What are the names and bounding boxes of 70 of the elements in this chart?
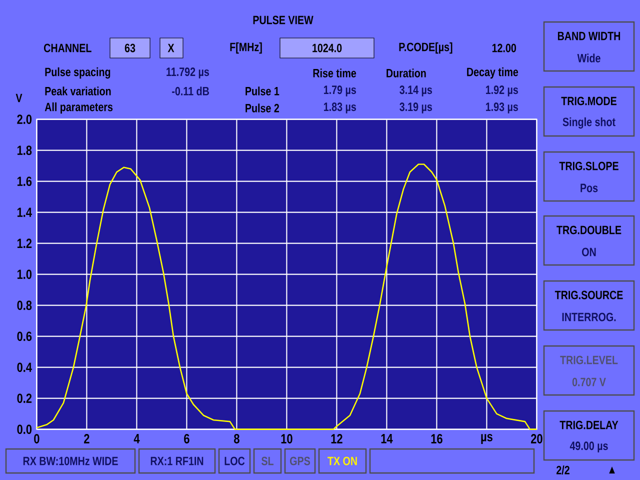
y-tick-label: 2.0 <box>17 114 32 124</box>
text: 12.00 <box>492 44 516 52</box>
x-tick-label: µs <box>481 434 492 444</box>
text: TRIG.MODE <box>561 96 617 106</box>
text: 63 <box>124 44 136 52</box>
text: 0.707 V <box>572 378 606 386</box>
x-tick-label: 2 <box>84 434 90 444</box>
text: 2/2 <box>556 466 570 474</box>
text: Peak variation <box>45 86 111 96</box>
text: 3.19 µs <box>400 102 432 114</box>
text: F[MHz] <box>230 42 262 54</box>
text: TRIG.SLOPE <box>559 162 618 170</box>
text: TRIG.DELAY <box>560 420 618 430</box>
text: Single shot <box>562 117 616 129</box>
text: CHANNEL <box>44 44 92 52</box>
x-tick-label: 10 <box>281 434 292 444</box>
text: Pos <box>580 184 598 192</box>
text: 11.792 µs <box>166 68 209 78</box>
line-series <box>36 164 538 430</box>
text: SL <box>262 456 274 466</box>
text: 1.79 µs <box>324 86 356 96</box>
x-tick-label: 6 <box>184 434 190 444</box>
text: 3.14 µs <box>400 86 432 96</box>
text: Rise time <box>313 68 356 78</box>
x-tick-label: 12 <box>331 434 342 444</box>
x-tick-label: 8 <box>234 434 240 444</box>
text: TRIG.SOURCE <box>554 290 623 300</box>
y-tick-label: 0.4 <box>17 362 32 372</box>
text: TRIG.LEVEL <box>560 356 618 364</box>
text: Pulse 2 <box>246 104 280 112</box>
text: TRG.DOUBLE <box>556 226 622 234</box>
text: Duration <box>386 68 426 78</box>
x-tick-label: 4 <box>134 434 140 444</box>
text: 49.00 µs <box>570 442 608 452</box>
y-tick-label: 0.6 <box>17 332 32 342</box>
text: 1024.0 <box>312 44 342 52</box>
y-tick-label: 1.4 <box>17 208 32 217</box>
text: TX ON <box>328 456 357 466</box>
x-tick-label: 16 <box>431 434 442 444</box>
text: BAND WIDTH <box>558 32 620 40</box>
text: Decay time <box>467 67 518 79</box>
y-tick-label: 1.8 <box>17 146 32 156</box>
text: -0.11 dB <box>172 86 209 96</box>
text: INTERROG. <box>562 312 616 322</box>
text: LOC <box>224 456 245 466</box>
y-tick-label: 1.6 <box>17 176 32 186</box>
x-tick-label: 14 <box>381 434 393 444</box>
text: 1.93 µs <box>486 102 518 114</box>
text: P.CODE[µs] <box>399 42 452 54</box>
x-tick-label: 20 <box>531 434 542 444</box>
x-tick-label: 0 <box>34 434 40 444</box>
text: RX BW:10MHz WIDE <box>23 456 118 466</box>
text: 1.92 µs <box>486 86 518 96</box>
y-tick-label: 1.0 <box>17 270 32 280</box>
text: ▲ <box>609 466 615 474</box>
y-tick-label: 0.2 <box>17 394 32 404</box>
chart-title: PULSE VIEW <box>253 16 314 24</box>
text: 1.83 µs <box>324 102 356 114</box>
text: Wide <box>577 54 600 62</box>
text: X <box>168 44 174 52</box>
text: RX:1 RF1IN <box>150 456 204 466</box>
y-axis-title: V <box>16 94 22 102</box>
y-tick-label: 1.2 <box>17 238 32 248</box>
text: All parameters <box>44 102 113 114</box>
text: Pulse spacing <box>45 67 110 79</box>
text: ON <box>582 248 596 256</box>
y-tick-label: 0.0 <box>17 424 32 434</box>
y-tick-label: 0.8 <box>17 300 32 310</box>
text: Pulse 1 <box>246 86 280 96</box>
text: GPS <box>290 456 310 466</box>
